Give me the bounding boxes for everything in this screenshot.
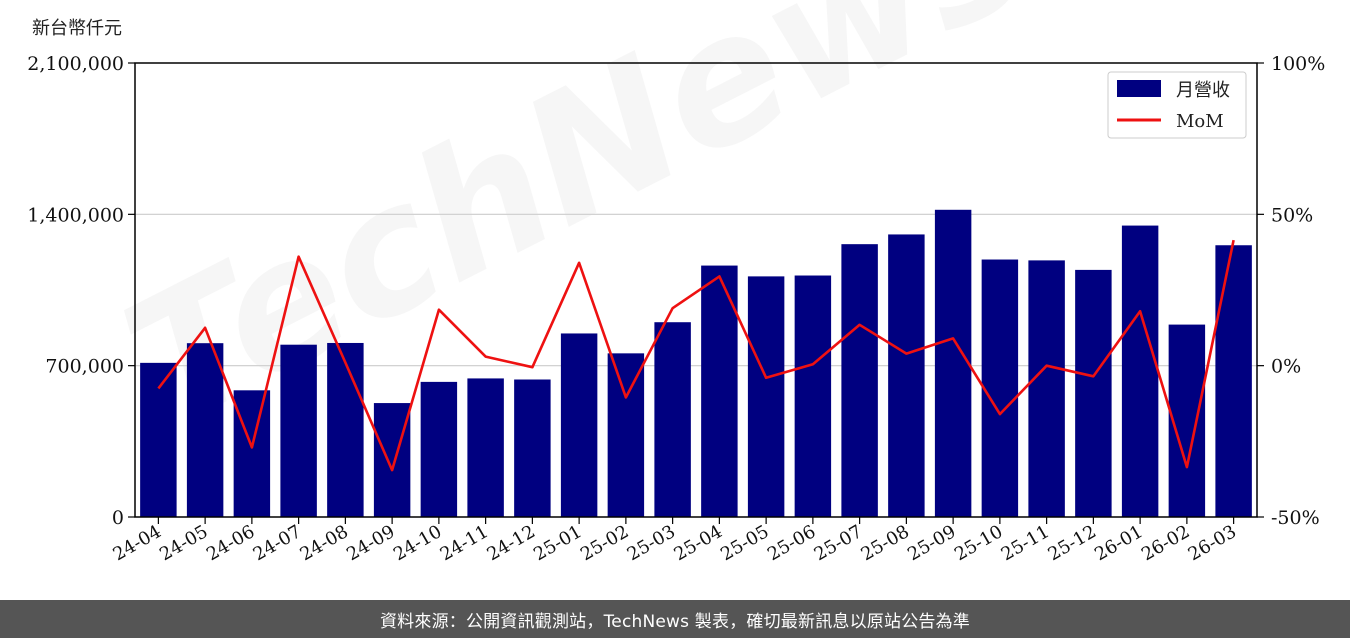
mom-line: [157, 239, 1235, 472]
y-left-tick-label: 2,100,000: [27, 53, 124, 75]
revenue-bar: [747, 276, 785, 517]
revenue-bar: [373, 403, 411, 517]
x-tick-label: 25-09: [904, 521, 959, 565]
revenue-bar: [701, 265, 738, 517]
revenue-bar: [514, 379, 551, 517]
x-tick-label: 24-11: [437, 521, 492, 565]
revenue-bar: [1121, 225, 1159, 517]
x-tick-label: 25-03: [624, 521, 679, 565]
x-tick-label: 26-01: [1091, 521, 1146, 565]
y-left-tick-label: 1,400,000: [27, 204, 124, 226]
y-left-tick-label: 0: [112, 507, 124, 529]
revenue-bar: [467, 378, 504, 517]
revenue-bar: [233, 390, 271, 517]
x-tick-label: 24-10: [390, 521, 445, 565]
x-tick-label: 26-03: [1185, 521, 1240, 565]
x-tick-label: 24-12: [483, 521, 538, 565]
x-tick-label: 25-02: [577, 521, 632, 565]
x-tick-label: 26-02: [1138, 521, 1193, 565]
x-tick-label: 25-08: [857, 521, 912, 565]
axis-ticks: [128, 62, 1264, 524]
legend-label-mom: MoM: [1176, 111, 1224, 132]
x-tick-label: 25-04: [670, 521, 725, 565]
y-right-tick-label: 0%: [1271, 356, 1301, 378]
revenue-bar: [981, 259, 1019, 517]
x-tick-label: 25-01: [530, 521, 585, 565]
x-tick-label: 25-07: [811, 521, 866, 565]
revenue-bar: [1075, 269, 1112, 517]
revenue-bar: [654, 322, 691, 517]
revenue-bar: [186, 343, 224, 517]
y-left-tick-label: 700,000: [45, 356, 124, 378]
x-tick-label: 24-05: [156, 521, 211, 565]
x-tick-label: 25-11: [998, 521, 1053, 565]
revenue-bar: [1215, 245, 1252, 517]
legend-label-revenue: 月營收: [1176, 80, 1230, 101]
revenue-bar: [888, 234, 925, 518]
y-axis-unit-label: 新台幣仟元: [32, 18, 122, 39]
y-right-tick-label: 100%: [1271, 53, 1325, 75]
revenue-bar: [560, 333, 598, 517]
y-right-tick-label: 50%: [1271, 204, 1313, 226]
revenue-bar: [280, 344, 317, 517]
x-tick-label: 25-10: [951, 521, 1006, 565]
plot-frame: [134, 62, 1258, 518]
revenue-bar: [794, 275, 832, 517]
x-tick-label: 24-09: [343, 521, 398, 565]
revenue-bar: [140, 362, 177, 517]
source-footer: 資料來源：公開資訊觀測站，TechNews 製表，確切最新訊息以原站公告為準: [0, 600, 1350, 638]
revenue-chart: TechNews 0700,0001,400,0002,100,000-50%0…: [27, 18, 1326, 566]
revenue-bar: [1168, 324, 1206, 517]
x-tick-label: 24-07: [250, 521, 305, 565]
revenue-bar: [1028, 260, 1065, 517]
chart-legend: 月營收 MoM: [1107, 71, 1247, 139]
revenue-bars: [140, 209, 1252, 518]
revenue-bar: [607, 353, 645, 517]
legend-swatch-revenue: [1117, 80, 1161, 97]
x-tick-label: 25-12: [1044, 521, 1099, 565]
y-right-tick-label: -50%: [1271, 507, 1320, 529]
revenue-bar: [841, 244, 878, 518]
x-tick-label: 25-06: [764, 521, 819, 565]
x-tick-label: 24-06: [203, 521, 258, 565]
gridlines: [135, 213, 1257, 367]
x-tick-label: 25-05: [717, 521, 772, 565]
revenue-bar: [934, 209, 972, 517]
revenue-bar: [420, 381, 458, 517]
revenue-bar: [327, 342, 364, 517]
x-tick-label: 24-08: [296, 521, 351, 565]
